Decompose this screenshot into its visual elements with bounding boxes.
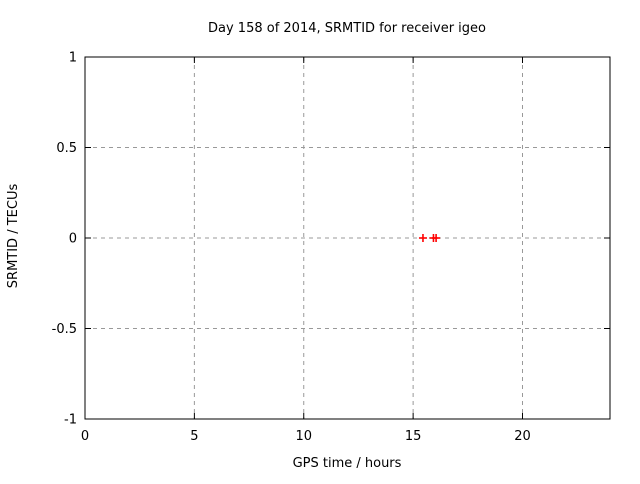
y-tick-label: -0.5 — [52, 322, 77, 337]
x-tick-label: 0 — [81, 429, 89, 444]
gridlines — [85, 57, 610, 419]
y-tick-label: 0.5 — [56, 141, 77, 156]
y-tick-label: 0 — [69, 232, 77, 247]
x-tick-label: 10 — [295, 429, 312, 444]
y-tick-label: -1 — [64, 413, 77, 428]
y-tick-label: 1 — [69, 51, 77, 66]
x-axis-label: GPS time / hours — [293, 456, 402, 471]
x-tick-label: 20 — [514, 429, 531, 444]
data-point-marker — [432, 234, 441, 242]
data-point-marker — [418, 234, 427, 242]
tick-labels: 0 5 10 15 20 -1 -0.5 0 0.5 1 — [52, 51, 531, 445]
data-points — [418, 234, 441, 242]
chart-title: Day 158 of 2014, SRMTID for receiver ige… — [208, 21, 486, 36]
plot-border — [84, 56, 611, 420]
x-tick-label: 15 — [405, 429, 422, 444]
x-tick-label: 5 — [190, 429, 198, 444]
y-axis-label: SRMTID / TECUs — [6, 184, 21, 289]
axis-ticks — [84, 56, 610, 420]
